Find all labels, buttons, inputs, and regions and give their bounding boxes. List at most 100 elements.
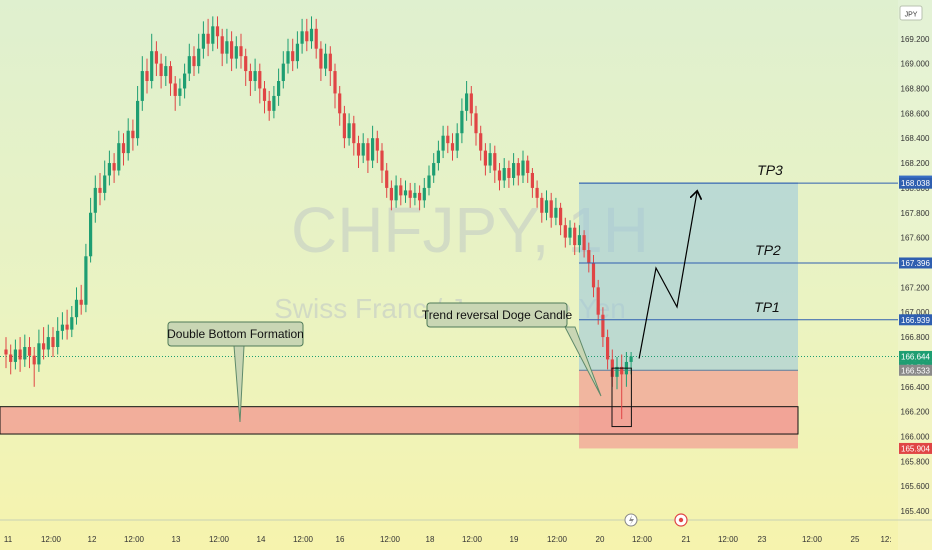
candle-body xyxy=(244,56,248,72)
candle xyxy=(201,21,205,59)
double-bottom-callout[interactable]: Double Bottom Formation xyxy=(167,321,304,423)
candle xyxy=(319,41,323,82)
candle xyxy=(183,63,187,99)
candle-body xyxy=(145,71,149,82)
candle xyxy=(79,284,83,315)
candle-body xyxy=(422,187,426,201)
candle xyxy=(187,43,191,82)
candle-body xyxy=(601,314,605,338)
candle-body xyxy=(98,187,102,193)
price-label-bg xyxy=(899,314,932,326)
candle-body xyxy=(418,192,422,201)
candle xyxy=(173,76,177,111)
candle xyxy=(107,150,111,186)
currency-label: JPY xyxy=(905,12,918,19)
candle xyxy=(18,337,22,372)
candle-body xyxy=(192,56,196,67)
candle-body xyxy=(65,324,69,330)
candle-body xyxy=(154,51,158,64)
candle-body xyxy=(37,343,41,365)
price-tick: 167.800 xyxy=(901,209,930,218)
candle-body xyxy=(479,133,483,151)
price-label-text: 166.533 xyxy=(901,366,930,375)
time-tick: 19 xyxy=(510,535,519,544)
candle-body xyxy=(582,235,586,251)
time-tick: 12:00 xyxy=(462,535,483,544)
time-tick: 11 xyxy=(4,535,13,544)
candle xyxy=(507,160,511,188)
candle xyxy=(389,180,393,211)
price-tick: 166.200 xyxy=(901,408,930,417)
candle xyxy=(375,130,379,164)
candle-body xyxy=(84,256,88,305)
candle-body xyxy=(70,317,74,330)
currency-badge[interactable]: JPY xyxy=(899,5,923,21)
candle xyxy=(136,85,140,146)
candle xyxy=(606,329,610,370)
candle-body xyxy=(356,143,361,156)
price-label: 167.396 xyxy=(899,257,932,269)
candle xyxy=(154,41,158,77)
candle-body xyxy=(324,53,328,69)
candle-body xyxy=(446,135,450,144)
candle xyxy=(286,38,290,74)
candle xyxy=(291,38,295,72)
candle-body xyxy=(573,227,577,246)
candle xyxy=(338,85,342,126)
candle xyxy=(544,190,549,221)
price-tick: 169.200 xyxy=(901,35,930,44)
candle-body xyxy=(314,28,318,49)
price-tick: 166.000 xyxy=(901,433,930,442)
candle-body xyxy=(23,347,27,360)
candle xyxy=(98,172,102,206)
time-tick: 12:00 xyxy=(632,535,653,544)
candle xyxy=(488,143,492,173)
candle-body xyxy=(512,163,516,178)
candle-body xyxy=(286,51,290,64)
candle-body xyxy=(554,207,558,218)
double-bottom-callout-text: Double Bottom Formation xyxy=(167,327,304,341)
candle xyxy=(512,153,516,186)
candle-body xyxy=(493,153,497,171)
candle xyxy=(84,243,88,313)
candle-body xyxy=(262,88,267,101)
lightning-icon[interactable] xyxy=(624,513,638,527)
candle xyxy=(211,16,215,52)
candle-body xyxy=(60,324,64,331)
candle xyxy=(277,68,281,106)
candle-body xyxy=(591,262,596,288)
candle-body xyxy=(112,163,116,171)
candle-body xyxy=(488,153,492,166)
candle xyxy=(450,133,455,161)
target-event-icon[interactable] xyxy=(674,513,688,527)
candle-body xyxy=(32,355,36,365)
price-tick: 168.200 xyxy=(901,159,930,168)
candle xyxy=(13,339,17,370)
time-tick: 21 xyxy=(682,535,691,544)
doji-highlight-box xyxy=(611,367,632,428)
candle-body xyxy=(211,26,215,44)
candle-body xyxy=(436,150,440,164)
candle-body xyxy=(568,227,572,238)
candle xyxy=(563,217,567,248)
time-tick: 12:00 xyxy=(718,535,739,544)
candle-body xyxy=(220,36,224,54)
candle-body xyxy=(535,187,539,198)
doji-callout[interactable]: Trend reversal Doge Candle xyxy=(422,302,602,397)
candle xyxy=(540,192,544,223)
candle-body xyxy=(389,187,393,201)
time-axis-ticks: 11 12:00 12 12:00 13 12:00 14 12:00 16 12:00 18 12:… xyxy=(4,535,892,544)
candle xyxy=(418,185,422,211)
candle xyxy=(300,18,304,54)
candle xyxy=(324,43,328,77)
candle-body xyxy=(549,200,553,218)
candle xyxy=(32,347,36,387)
candle xyxy=(573,222,577,256)
candles xyxy=(4,16,633,428)
candle xyxy=(37,329,41,372)
candle xyxy=(441,125,445,159)
candle-body xyxy=(183,73,187,89)
candle xyxy=(46,324,50,357)
